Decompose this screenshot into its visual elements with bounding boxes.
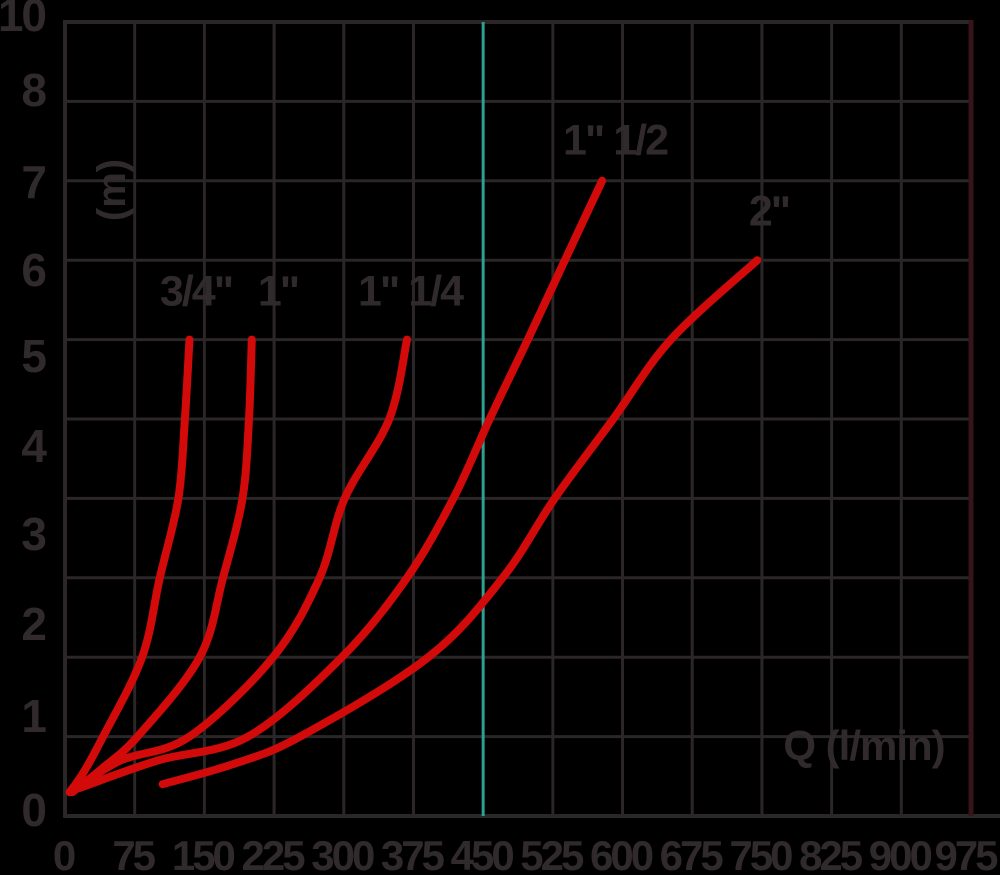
curve-label-1-1-2: 1" 1/2 — [562, 116, 669, 165]
x-tick-label-975: 975 — [934, 832, 998, 875]
x-tick-label-675: 675 — [659, 832, 724, 875]
curve-1-1-2 — [74, 176, 607, 793]
y-tick-label-6: 6 — [21, 244, 47, 296]
x-tick-label-150: 150 — [171, 832, 236, 875]
y-tick-label-2: 2 — [21, 598, 47, 650]
curve-label-1-1-4: 1" 1/4 — [357, 267, 464, 316]
curve-label-1: 1" — [257, 267, 300, 316]
y-tick-label-5: 5 — [21, 330, 47, 382]
y-tick-label-8: 8 — [21, 64, 47, 116]
x-axis-title: Q (l/min) — [783, 722, 945, 769]
x-tick-label-525: 525 — [520, 832, 584, 875]
curve-3-4 — [65, 335, 194, 797]
y-axis-title: (m) — [90, 158, 134, 222]
x-tick-label-600: 600 — [589, 832, 654, 875]
y-tick-label-3: 3 — [21, 508, 47, 560]
curve-label-2: 2" — [748, 187, 791, 236]
x-tick-label-225: 225 — [241, 832, 306, 875]
x-tick-label-75: 75 — [112, 832, 156, 875]
x-tick-label-750: 750 — [729, 832, 793, 875]
y-tick-label-1: 1 — [21, 690, 47, 742]
x-tick-label-450: 450 — [450, 832, 515, 875]
curve-2 — [158, 256, 762, 789]
y-tick-label-7: 7 — [21, 156, 47, 208]
curve-label-3-4: 3/4" — [159, 267, 234, 316]
y-tick-label-4: 4 — [21, 420, 47, 472]
x-tick-label-300: 300 — [311, 832, 375, 875]
y-tick-label-10: 10 — [0, 0, 47, 41]
curve-1-1-4 — [72, 335, 411, 793]
x-tick-label-375: 375 — [380, 832, 445, 875]
x-tick-label-825: 825 — [799, 832, 863, 875]
x-tick-label-900: 900 — [868, 832, 933, 875]
x-tick-label-0: 0 — [52, 832, 76, 875]
y-tick-label-0: 0 — [21, 784, 47, 836]
